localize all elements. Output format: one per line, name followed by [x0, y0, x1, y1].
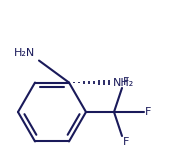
- Text: F: F: [123, 137, 129, 147]
- Text: H₂N: H₂N: [14, 48, 35, 58]
- Text: F: F: [123, 77, 129, 87]
- Text: F: F: [145, 107, 151, 117]
- Text: NH₂: NH₂: [113, 78, 134, 88]
